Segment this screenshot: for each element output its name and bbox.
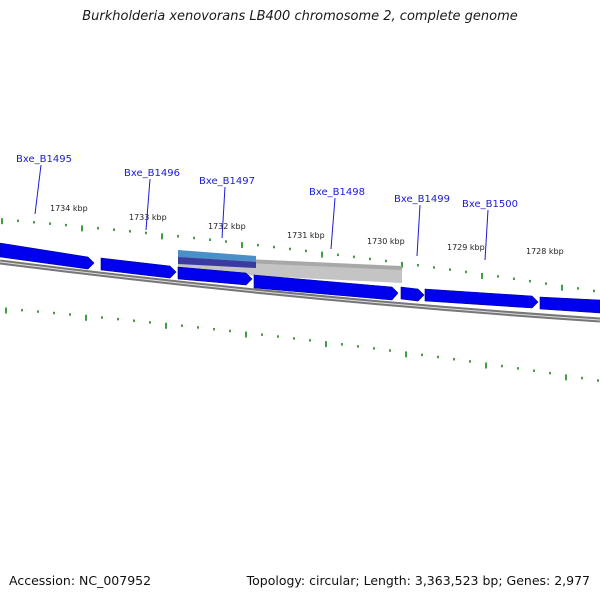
gene-bxe-b1496[interactable]: [100, 257, 177, 279]
gene-bxe-b1498[interactable]: [253, 274, 399, 301]
gene-bxe-b1495[interactable]: [0, 242, 95, 270]
tick-row-upper: [1, 218, 595, 293]
gene-bxe-b1500[interactable]: [424, 288, 539, 309]
kbp-label-1734: 1734 kbp: [50, 204, 88, 213]
accession-text: Accession: NC_007952: [9, 573, 152, 588]
gene-label-bxe-b1498[interactable]: Bxe_B1498: [309, 187, 365, 198]
gene-label-bxe-b1496[interactable]: Bxe_B1496: [124, 168, 180, 179]
map-title: Burkholderia xenovorans LB400 chromosome…: [82, 9, 518, 24]
gene-next[interactable]: [539, 296, 600, 314]
gene-label-bxe-b1499[interactable]: Bxe_B1499: [394, 194, 450, 205]
highlight-strip-dark: [178, 257, 256, 268]
leader-bxe-b1500: [484, 209, 489, 261]
leader-bxe-b1496: [145, 178, 151, 231]
kbp-label-1730: 1730 kbp: [367, 237, 405, 246]
genome-backbone-highlight: [0, 261, 600, 321]
genome-stats-text: Topology: circular; Length: 3,363,523 bp…: [246, 573, 590, 588]
gene-label-bxe-b1497[interactable]: Bxe_B1497: [199, 176, 255, 187]
leader-bxe-b1497: [221, 186, 226, 239]
kbp-label-1731: 1731 kbp: [287, 231, 325, 240]
leader-bxe-b1498: [330, 197, 336, 250]
kbp-label-1733: 1733 kbp: [129, 213, 167, 222]
gene-label-bxe-b1500[interactable]: Bxe_B1500: [462, 199, 518, 210]
highlight-strip[interactable]: [178, 250, 256, 262]
kbp-label-1732: 1732 kbp: [208, 222, 246, 231]
tick-row-lower: [5, 307, 599, 382]
kbp-label-1729: 1729 kbp: [447, 243, 485, 252]
gene-bxe-b1497[interactable]: [177, 266, 253, 286]
kbp-label-1728: 1728 kbp: [526, 247, 564, 256]
gene-label-bxe-b1495[interactable]: Bxe_B1495: [16, 154, 72, 165]
gene-bxe-b1499[interactable]: [400, 286, 425, 302]
leader-bxe-b1499: [416, 204, 421, 257]
leader-bxe-b1495: [34, 164, 42, 215]
